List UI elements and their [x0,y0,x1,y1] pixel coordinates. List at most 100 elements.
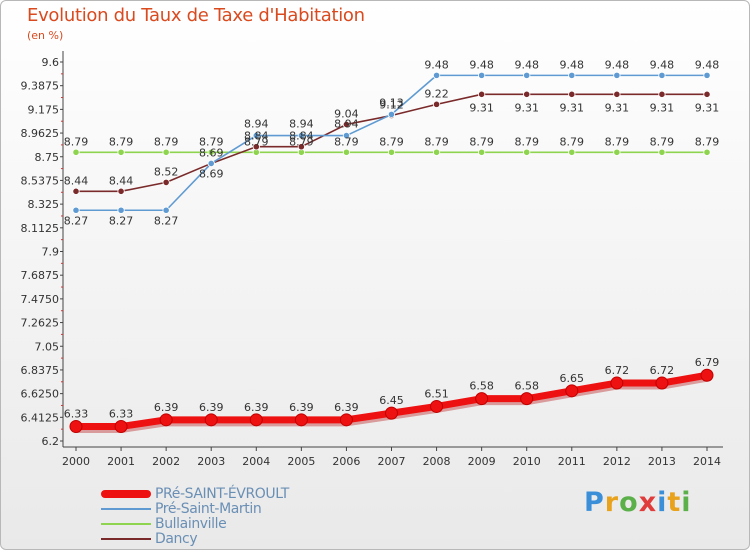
data-label: 8.79 [650,135,675,148]
data-label: 8.79 [424,135,449,148]
data-label: 8.79 [244,135,269,148]
data-label: 6.45 [379,394,404,407]
data-label: 8.69 [199,167,224,180]
data-point [478,90,486,98]
data-point [658,90,666,98]
data-label: 8.52 [154,165,179,178]
data-point [432,71,441,79]
data-label: 8.44 [109,174,134,187]
data-label: 6.58 [469,380,494,393]
data-label: 6.33 [64,408,89,421]
data-point [204,413,218,427]
data-point [610,376,624,390]
data-point [342,131,351,140]
logo-letter: t [667,487,682,518]
data-point [523,90,531,98]
data-label: 9.04 [334,107,359,120]
data-label: 6.33 [109,408,134,421]
data-label: 6.39 [334,401,359,414]
data-label: 6.58 [514,380,539,393]
data-point [252,131,260,140]
data-label: 8.79 [379,135,404,148]
data-label: 9.31 [605,101,630,114]
data-point [568,148,576,156]
data-label: 8.79 [605,135,630,148]
x-tick-label: 2000 [62,455,90,468]
logo-letter: i [681,487,692,518]
data-label: 8.94 [244,118,269,131]
data-label: 9.31 [560,101,585,114]
y-tick-label: 6.4125 [21,411,60,424]
y-tick-label: 6.2 [42,435,60,448]
x-tick-label: 2013 [648,455,676,468]
data-label: 9.48 [469,58,494,71]
data-label: 8.94 [334,118,359,131]
data-label: 9.31 [514,101,539,114]
y-tick-label: 6.6250 [21,388,60,401]
x-tick-label: 2014 [693,455,721,468]
data-point [658,148,666,156]
data-label: 6.39 [289,401,314,414]
legend-swatch [101,490,151,498]
data-label: 8.79 [64,135,89,148]
data-point [72,206,80,214]
data-label: 8.79 [334,135,359,148]
data-label: 9.31 [650,101,675,114]
data-point [478,71,486,79]
data-label: 6.39 [154,401,179,414]
data-point [294,413,308,427]
data-label: 8.79 [109,135,134,148]
data-label: 6.65 [560,372,585,385]
data-point [703,90,711,98]
data-point [568,90,576,98]
logo-letter: P [584,487,605,518]
data-label: 9.13 [379,96,404,109]
data-label: 8.79 [154,135,179,148]
data-point [159,413,173,427]
proxiti-logo: Proxiti [584,487,692,518]
y-tick-label: 6.8375 [21,364,60,377]
data-label: 6.39 [244,401,269,414]
data-label: 9.31 [469,101,494,114]
x-tick-label: 2009 [468,455,496,468]
legend-label: Dancy [155,531,198,547]
x-tick-label: 2001 [107,455,135,468]
x-tick-label: 2010 [513,455,541,468]
data-label: 8.79 [289,135,314,148]
data-point [117,187,125,195]
data-label: 6.72 [605,364,630,377]
data-point [613,148,621,156]
y-tick-label: 8.9625 [21,127,60,140]
data-label: 8.84 [289,130,314,143]
data-point [117,148,125,156]
data-labels: 6.33 6.33 6.39 6.39 6.39 6.39 6.39 6.45 6.51 6.58… [64,58,720,420]
data-point [207,159,215,168]
legend-label: PRé-SAINT-ÉVROULT [155,486,289,502]
data-point [703,148,711,156]
data-label: 8.79 [695,135,720,148]
logo-letter: o [619,487,639,518]
data-label: 9.48 [605,58,630,71]
data-label: 8.79 [199,135,224,148]
data-point [432,148,441,156]
data-label: 8.27 [154,214,179,227]
data-point [249,413,263,427]
legend-label: Bullainville [155,516,227,532]
x-tick-label: 2007 [378,455,406,468]
x-tick-label: 2012 [603,455,631,468]
data-label: 9.12 [379,99,404,112]
data-point [297,143,305,151]
data-point [613,90,621,98]
data-point [114,420,128,434]
data-label: 9.48 [514,58,539,71]
data-label: 8.27 [64,214,89,227]
y-tick-label: 7.2625 [21,317,60,330]
data-label: 9.31 [695,101,720,114]
data-label: 6.79 [695,356,720,369]
x-tick-label: 2005 [287,455,315,468]
data-point [117,206,125,214]
data-point [342,148,351,156]
data-point [342,120,351,129]
